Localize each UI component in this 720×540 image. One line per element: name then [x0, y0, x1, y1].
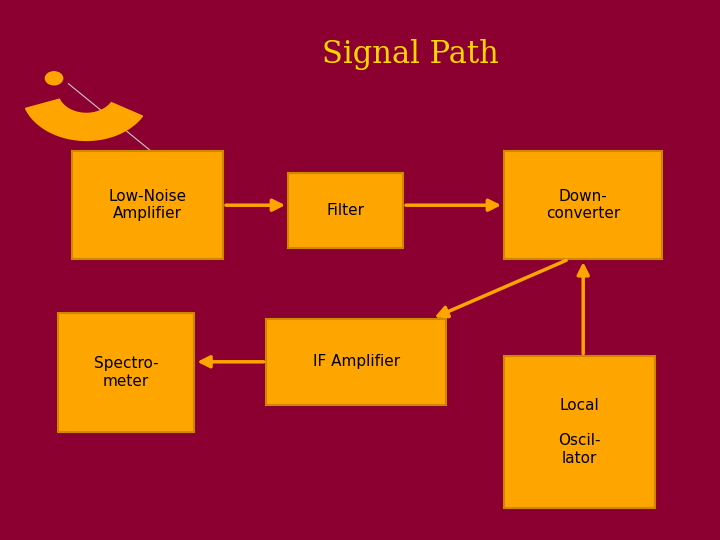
FancyBboxPatch shape — [288, 173, 403, 248]
FancyBboxPatch shape — [504, 151, 662, 259]
Circle shape — [45, 72, 63, 85]
FancyBboxPatch shape — [58, 313, 194, 432]
FancyBboxPatch shape — [72, 151, 223, 259]
Text: Spectro-
meter: Spectro- meter — [94, 356, 158, 389]
Polygon shape — [25, 99, 143, 140]
Text: IF Amplifier: IF Amplifier — [312, 354, 400, 369]
Text: Filter: Filter — [327, 203, 364, 218]
Text: Signal Path: Signal Path — [322, 38, 499, 70]
Text: Local

Oscil-
lator: Local Oscil- lator — [558, 399, 601, 465]
FancyBboxPatch shape — [504, 356, 655, 508]
FancyBboxPatch shape — [266, 319, 446, 405]
Text: Low-Noise
Amplifier: Low-Noise Amplifier — [109, 189, 186, 221]
Text: Down-
converter: Down- converter — [546, 189, 621, 221]
